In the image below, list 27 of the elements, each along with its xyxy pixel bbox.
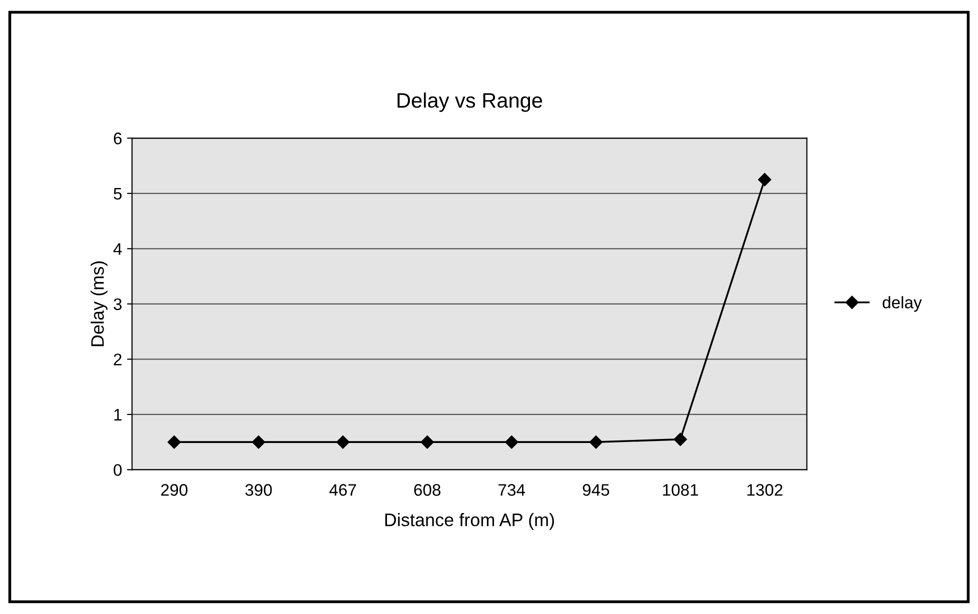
legend-label: delay	[882, 296, 922, 312]
point	[505, 435, 518, 449]
y-axis-title: Delay (ms)	[90, 261, 108, 346]
x-tick-label: 608	[414, 484, 440, 496]
point	[674, 432, 687, 446]
x-tick-label: 467	[329, 484, 356, 496]
x-tick-label: 1302	[747, 484, 782, 496]
point	[252, 435, 266, 449]
y-tick-label: 4	[113, 243, 122, 255]
y-tick-label: 0	[114, 464, 122, 476]
chart-title: Delay vs Range	[398, 92, 542, 112]
x-tick-label: 1081	[663, 484, 698, 496]
y-tick-label: 5	[114, 188, 122, 200]
point	[336, 435, 350, 449]
x-tick-label: 945	[582, 484, 610, 496]
point	[758, 173, 772, 186]
y-tick-label: 1	[114, 409, 122, 420]
point	[168, 435, 181, 449]
point	[420, 435, 434, 449]
x-tick-label: 734	[498, 484, 526, 496]
x-axis-title: Distance from AP (m)	[385, 513, 554, 530]
y-tick-label: 3	[114, 298, 122, 310]
x-tick-label: 290	[161, 484, 188, 496]
point	[589, 435, 603, 449]
x-tick-label: 390	[245, 484, 272, 496]
y-tick-label: 6	[114, 132, 122, 144]
y-tick-label: 2	[114, 354, 122, 366]
